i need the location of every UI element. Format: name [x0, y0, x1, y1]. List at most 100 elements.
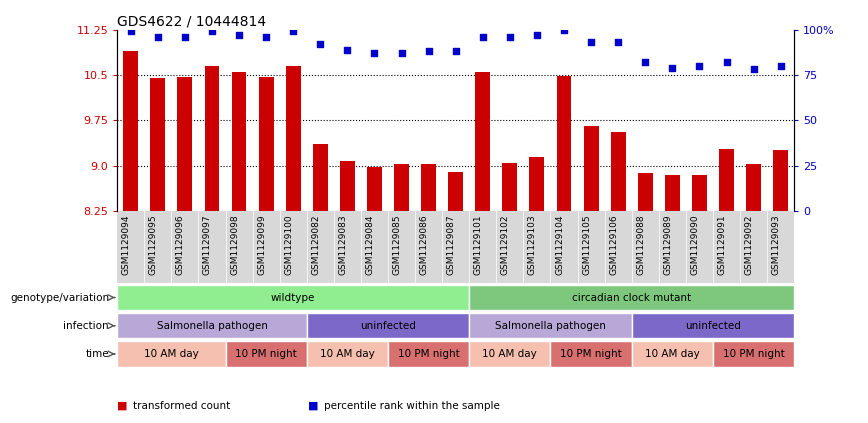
Bar: [476, 72, 490, 211]
Bar: [719, 148, 734, 211]
Bar: [529, 157, 544, 211]
Bar: [123, 51, 138, 211]
Text: GSM1129099: GSM1129099: [257, 214, 266, 275]
Bar: [150, 78, 165, 211]
Text: GSM1129089: GSM1129089: [663, 214, 673, 275]
Text: ■: ■: [117, 401, 128, 411]
Text: GSM1129086: GSM1129086: [419, 214, 429, 275]
Point: [260, 33, 273, 40]
Bar: [421, 165, 436, 211]
Point: [720, 59, 733, 66]
Text: GSM1129096: GSM1129096: [176, 214, 185, 275]
Bar: [367, 168, 382, 211]
Point: [476, 33, 490, 40]
Text: GSM1129094: GSM1129094: [122, 214, 131, 275]
Point: [773, 63, 787, 69]
Bar: [746, 165, 761, 211]
Text: GSM1129087: GSM1129087: [447, 214, 456, 275]
Point: [286, 28, 300, 35]
Text: GSM1129082: GSM1129082: [312, 214, 320, 275]
Bar: [611, 132, 626, 211]
Bar: [232, 72, 247, 211]
Bar: [394, 165, 409, 211]
Text: GSM1129083: GSM1129083: [339, 214, 347, 275]
Text: percentile rank within the sample: percentile rank within the sample: [324, 401, 500, 411]
Point: [395, 50, 409, 57]
Bar: [177, 77, 193, 211]
Text: Salmonella pathogen: Salmonella pathogen: [156, 321, 267, 331]
Bar: [583, 126, 599, 211]
Text: ■: ■: [308, 401, 319, 411]
Text: 10 PM night: 10 PM night: [235, 349, 297, 359]
Bar: [556, 76, 571, 211]
Point: [313, 41, 327, 47]
Text: GSM1129088: GSM1129088: [636, 214, 645, 275]
Point: [666, 64, 680, 71]
Text: 10 AM day: 10 AM day: [483, 349, 537, 359]
FancyBboxPatch shape: [117, 285, 470, 310]
FancyBboxPatch shape: [388, 341, 470, 367]
Text: GSM1129103: GSM1129103: [528, 214, 537, 275]
Text: GSM1129084: GSM1129084: [365, 214, 374, 275]
FancyBboxPatch shape: [632, 313, 794, 338]
Point: [503, 33, 516, 40]
Bar: [638, 173, 653, 211]
Text: GSM1129091: GSM1129091: [718, 214, 727, 275]
FancyBboxPatch shape: [632, 341, 713, 367]
FancyBboxPatch shape: [470, 285, 794, 310]
Text: 10 AM day: 10 AM day: [645, 349, 700, 359]
Text: 10 PM night: 10 PM night: [560, 349, 622, 359]
Text: infection: infection: [63, 321, 109, 331]
FancyBboxPatch shape: [470, 313, 632, 338]
Text: 10 PM night: 10 PM night: [723, 349, 785, 359]
Text: genotype/variation: genotype/variation: [10, 293, 109, 302]
Point: [693, 63, 707, 69]
Point: [530, 32, 544, 38]
Point: [232, 32, 246, 38]
Point: [638, 59, 652, 66]
Text: transformed count: transformed count: [133, 401, 230, 411]
Point: [151, 33, 165, 40]
Text: GSM1129105: GSM1129105: [582, 214, 591, 275]
Point: [422, 48, 436, 55]
Text: GDS4622 / 10444814: GDS4622 / 10444814: [117, 14, 266, 28]
Text: uninfected: uninfected: [685, 321, 741, 331]
Bar: [286, 66, 300, 211]
FancyBboxPatch shape: [117, 313, 306, 338]
Text: GSM1129100: GSM1129100: [284, 214, 293, 275]
Bar: [259, 77, 273, 211]
Text: wildtype: wildtype: [271, 293, 315, 302]
Point: [205, 28, 219, 35]
FancyBboxPatch shape: [470, 341, 550, 367]
Point: [449, 48, 463, 55]
Text: 10 AM day: 10 AM day: [320, 349, 375, 359]
Point: [746, 66, 760, 73]
Text: GSM1129085: GSM1129085: [392, 214, 402, 275]
Bar: [503, 162, 517, 211]
Text: GSM1129098: GSM1129098: [230, 214, 239, 275]
Bar: [773, 151, 788, 211]
FancyBboxPatch shape: [713, 341, 794, 367]
Text: 10 AM day: 10 AM day: [144, 349, 199, 359]
Point: [367, 50, 381, 57]
Point: [340, 46, 354, 53]
Bar: [665, 175, 680, 211]
Point: [178, 33, 192, 40]
Text: Salmonella pathogen: Salmonella pathogen: [495, 321, 606, 331]
Text: GSM1129095: GSM1129095: [148, 214, 158, 275]
Text: GSM1129090: GSM1129090: [690, 214, 700, 275]
Text: GSM1129093: GSM1129093: [772, 214, 780, 275]
Text: GSM1129092: GSM1129092: [745, 214, 753, 275]
Text: GSM1129104: GSM1129104: [555, 214, 564, 275]
Bar: [205, 66, 220, 211]
Bar: [692, 175, 707, 211]
Text: GSM1129097: GSM1129097: [203, 214, 212, 275]
Point: [557, 26, 571, 33]
Bar: [448, 172, 464, 211]
Text: GSM1129101: GSM1129101: [474, 214, 483, 275]
Text: uninfected: uninfected: [360, 321, 416, 331]
Bar: [340, 161, 355, 211]
Text: GSM1129102: GSM1129102: [501, 214, 510, 275]
FancyBboxPatch shape: [306, 341, 388, 367]
FancyBboxPatch shape: [226, 341, 306, 367]
